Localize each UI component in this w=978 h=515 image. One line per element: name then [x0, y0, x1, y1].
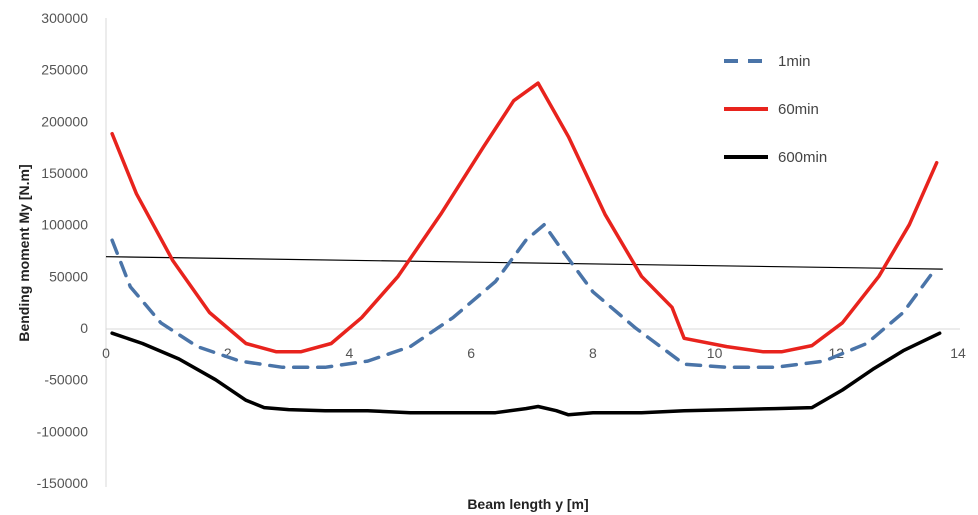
y-tick-labels: 300000 250000 200000 150000 100000 50000 0 -500…	[37, 10, 89, 491]
x-axis-title: Beam length y [m]	[467, 496, 588, 512]
y-tick-label: -50000	[44, 372, 88, 388]
y-tick-label: 300000	[41, 10, 88, 26]
legend: 1min 60min 600min	[724, 53, 827, 166]
y-tick-label: -100000	[37, 423, 89, 439]
y-tick-label: 200000	[41, 113, 88, 129]
x-tick-label: 14	[950, 345, 966, 361]
y-tick-label: 150000	[41, 165, 88, 181]
y-tick-label: 0	[80, 320, 88, 336]
y-tick-label: -150000	[37, 475, 89, 491]
series-line-1min	[110, 222, 936, 370]
y-tick-label: 100000	[41, 217, 88, 233]
x-tick-label: 4	[346, 345, 354, 361]
series-layer	[110, 81, 942, 417]
y-tick-label: 50000	[49, 268, 88, 284]
annotation-layer	[105, 256, 943, 270]
legend-label-1min: 1min	[778, 53, 811, 70]
legend-label-600min: 600min	[778, 149, 827, 166]
x-tick-labels: 0 2 4 6 8 10 12 14	[102, 345, 966, 361]
x-tick-label: 2	[224, 345, 232, 361]
x-tick-label: 6	[467, 345, 475, 361]
series-line-600min	[110, 331, 942, 417]
x-tick-label: 8	[589, 345, 597, 361]
series-line-60min	[110, 81, 939, 354]
y-tick-label: 250000	[41, 62, 88, 78]
y-axis-title: Bending moment My [N.m]	[16, 164, 32, 341]
x-tick-label: 0	[102, 345, 110, 361]
reference-line	[105, 256, 943, 270]
legend-label-60min: 60min	[778, 101, 819, 118]
x-tick-label: 10	[707, 345, 723, 361]
